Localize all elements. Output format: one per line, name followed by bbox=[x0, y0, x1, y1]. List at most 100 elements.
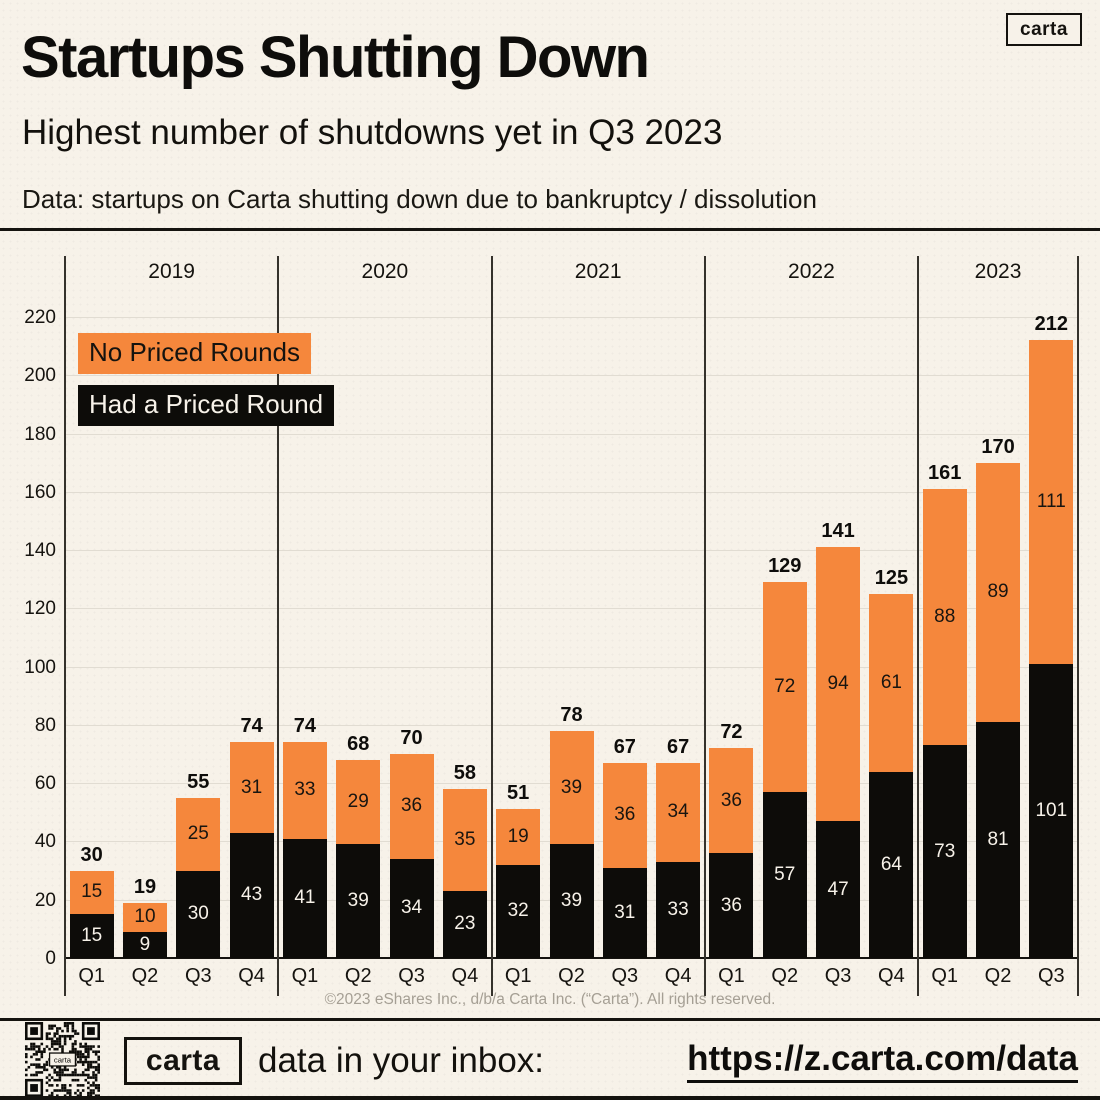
ytick-label: 0 bbox=[45, 948, 56, 969]
bar-total-label: 55 bbox=[187, 770, 210, 793]
bar-total-label: 30 bbox=[80, 843, 103, 866]
bar-segment-no-priced-rounds: 39 bbox=[549, 730, 594, 845]
bar-segment-had-priced-round: 31 bbox=[602, 867, 647, 958]
bar-segment-had-priced-round: 36 bbox=[709, 853, 754, 958]
bar-total-label: 67 bbox=[613, 735, 636, 758]
bar-segment-had-priced-round: 47 bbox=[816, 821, 861, 958]
bar-segment-no-priced-rounds: 29 bbox=[336, 759, 381, 845]
quarter-label: Q3 bbox=[1037, 965, 1065, 987]
bar-segment-no-priced-rounds: 10 bbox=[122, 902, 167, 932]
quarter-label: Q2 bbox=[344, 965, 372, 987]
quarter-label: Q1 bbox=[931, 965, 959, 987]
carta-logo-badge: carta bbox=[1006, 13, 1082, 46]
bar-segment-had-priced-round: 15 bbox=[69, 914, 114, 958]
x-axis-line bbox=[65, 957, 1078, 959]
quarter-label: Q2 bbox=[558, 965, 585, 987]
carta-logo-badge-footer: carta bbox=[124, 1037, 242, 1085]
bar-total-label: 58 bbox=[453, 762, 476, 784]
bar-total-label: 51 bbox=[507, 782, 530, 805]
bar-segment-no-priced-rounds: 72 bbox=[762, 582, 807, 792]
gridline bbox=[65, 433, 1078, 435]
qr-code: carta bbox=[25, 1022, 100, 1097]
gridline bbox=[65, 724, 1078, 726]
bar-segment-no-priced-rounds: 88 bbox=[922, 488, 967, 746]
carta-logo-text: carta bbox=[1020, 18, 1068, 40]
year-divider bbox=[277, 256, 280, 996]
ytick-label: 20 bbox=[34, 889, 56, 911]
bar-total-label: 74 bbox=[240, 715, 263, 738]
year-divider bbox=[1077, 256, 1079, 996]
footer-cta-row: carta data in your inbox: https://z.cart… bbox=[124, 1036, 1078, 1086]
data-source-note: Data: startups on Carta shutting down du… bbox=[22, 184, 817, 214]
ytick-label: 220 bbox=[24, 307, 56, 328]
bar-segment-no-priced-rounds: 34 bbox=[656, 762, 701, 862]
bar-segment-had-priced-round: 32 bbox=[496, 864, 541, 958]
year-label: 2021 bbox=[574, 260, 622, 283]
quarter-label: Q1 bbox=[291, 965, 319, 987]
bar-total-label: 70 bbox=[400, 727, 423, 750]
bar-segment-no-priced-rounds: 25 bbox=[176, 797, 221, 871]
bottom-border bbox=[0, 1096, 1100, 1100]
bar-total-label: 212 bbox=[1034, 313, 1069, 336]
quarter-label: Q1 bbox=[718, 965, 745, 987]
gridline bbox=[65, 550, 1078, 552]
bar-segment-no-priced-rounds: 61 bbox=[869, 593, 914, 772]
cta-label: data in your inbox: bbox=[258, 1041, 545, 1080]
bar-segment-had-priced-round: 41 bbox=[282, 838, 327, 958]
quarter-label: Q3 bbox=[824, 965, 852, 987]
gridline bbox=[65, 375, 1078, 377]
bar-segment-had-priced-round: 43 bbox=[229, 832, 274, 958]
ytick-label: 160 bbox=[24, 481, 56, 503]
bar-segment-had-priced-round: 81 bbox=[976, 721, 1021, 958]
bar-segment-had-priced-round: 34 bbox=[389, 858, 434, 958]
bar-segment-no-priced-rounds: 31 bbox=[229, 742, 274, 833]
quarter-label: Q4 bbox=[238, 965, 265, 987]
bar-total-label: 78 bbox=[560, 703, 583, 726]
bar-segment-had-priced-round: 9 bbox=[122, 931, 167, 958]
bar-total-label: 161 bbox=[928, 461, 962, 484]
year-label: 2020 bbox=[361, 260, 409, 283]
gridline bbox=[65, 608, 1078, 610]
year-label: 2022 bbox=[788, 260, 835, 283]
legend-had-priced-round: Had a Priced Round bbox=[78, 385, 335, 426]
bar-segment-had-priced-round: 23 bbox=[442, 890, 487, 958]
ytick-label: 100 bbox=[24, 656, 56, 678]
year-divider bbox=[917, 256, 920, 996]
bar-segment-had-priced-round: 39 bbox=[336, 844, 381, 958]
cta-url-link[interactable]: https://z.carta.com/data bbox=[687, 1039, 1078, 1083]
quarter-label: Q3 bbox=[611, 965, 639, 987]
year-divider bbox=[490, 256, 493, 996]
bar-segment-had-priced-round: 33 bbox=[656, 861, 701, 958]
footer-divider bbox=[0, 1018, 1100, 1021]
bar-segment-had-priced-round: 39 bbox=[549, 844, 594, 958]
quarter-label: Q1 bbox=[78, 965, 105, 987]
bar-total-label: 67 bbox=[667, 735, 690, 758]
quarter-label: Q1 bbox=[504, 965, 532, 987]
ytick-label: 180 bbox=[24, 423, 56, 445]
bar-segment-no-priced-rounds: 15 bbox=[69, 870, 114, 915]
year-divider bbox=[64, 256, 66, 996]
bar-total-label: 129 bbox=[768, 555, 802, 578]
quarter-label: Q4 bbox=[878, 965, 905, 987]
gridline bbox=[65, 666, 1078, 668]
quarter-label: Q2 bbox=[984, 965, 1012, 987]
ytick-label: 200 bbox=[24, 365, 56, 387]
bar-segment-no-priced-rounds: 36 bbox=[709, 748, 754, 854]
ytick-label: 40 bbox=[34, 831, 56, 853]
bar-segment-had-priced-round: 30 bbox=[176, 870, 221, 958]
ytick-label: 60 bbox=[34, 773, 56, 795]
quarter-label: Q2 bbox=[131, 965, 159, 987]
quarter-label: Q4 bbox=[664, 965, 692, 987]
page-title: Startups Shutting Down bbox=[21, 25, 650, 90]
bar-segment-no-priced-rounds: 33 bbox=[282, 742, 327, 839]
legend-no-priced-rounds: No Priced Rounds bbox=[78, 333, 311, 374]
bar-segment-had-priced-round: 101 bbox=[1029, 663, 1074, 958]
quarter-label: Q2 bbox=[771, 965, 799, 987]
ytick-label: 80 bbox=[34, 714, 56, 736]
year-label: 2019 bbox=[148, 260, 195, 283]
gridline bbox=[65, 317, 1078, 318]
quarter-label: Q3 bbox=[184, 965, 212, 987]
bar-segment-no-priced-rounds: 36 bbox=[389, 754, 434, 859]
